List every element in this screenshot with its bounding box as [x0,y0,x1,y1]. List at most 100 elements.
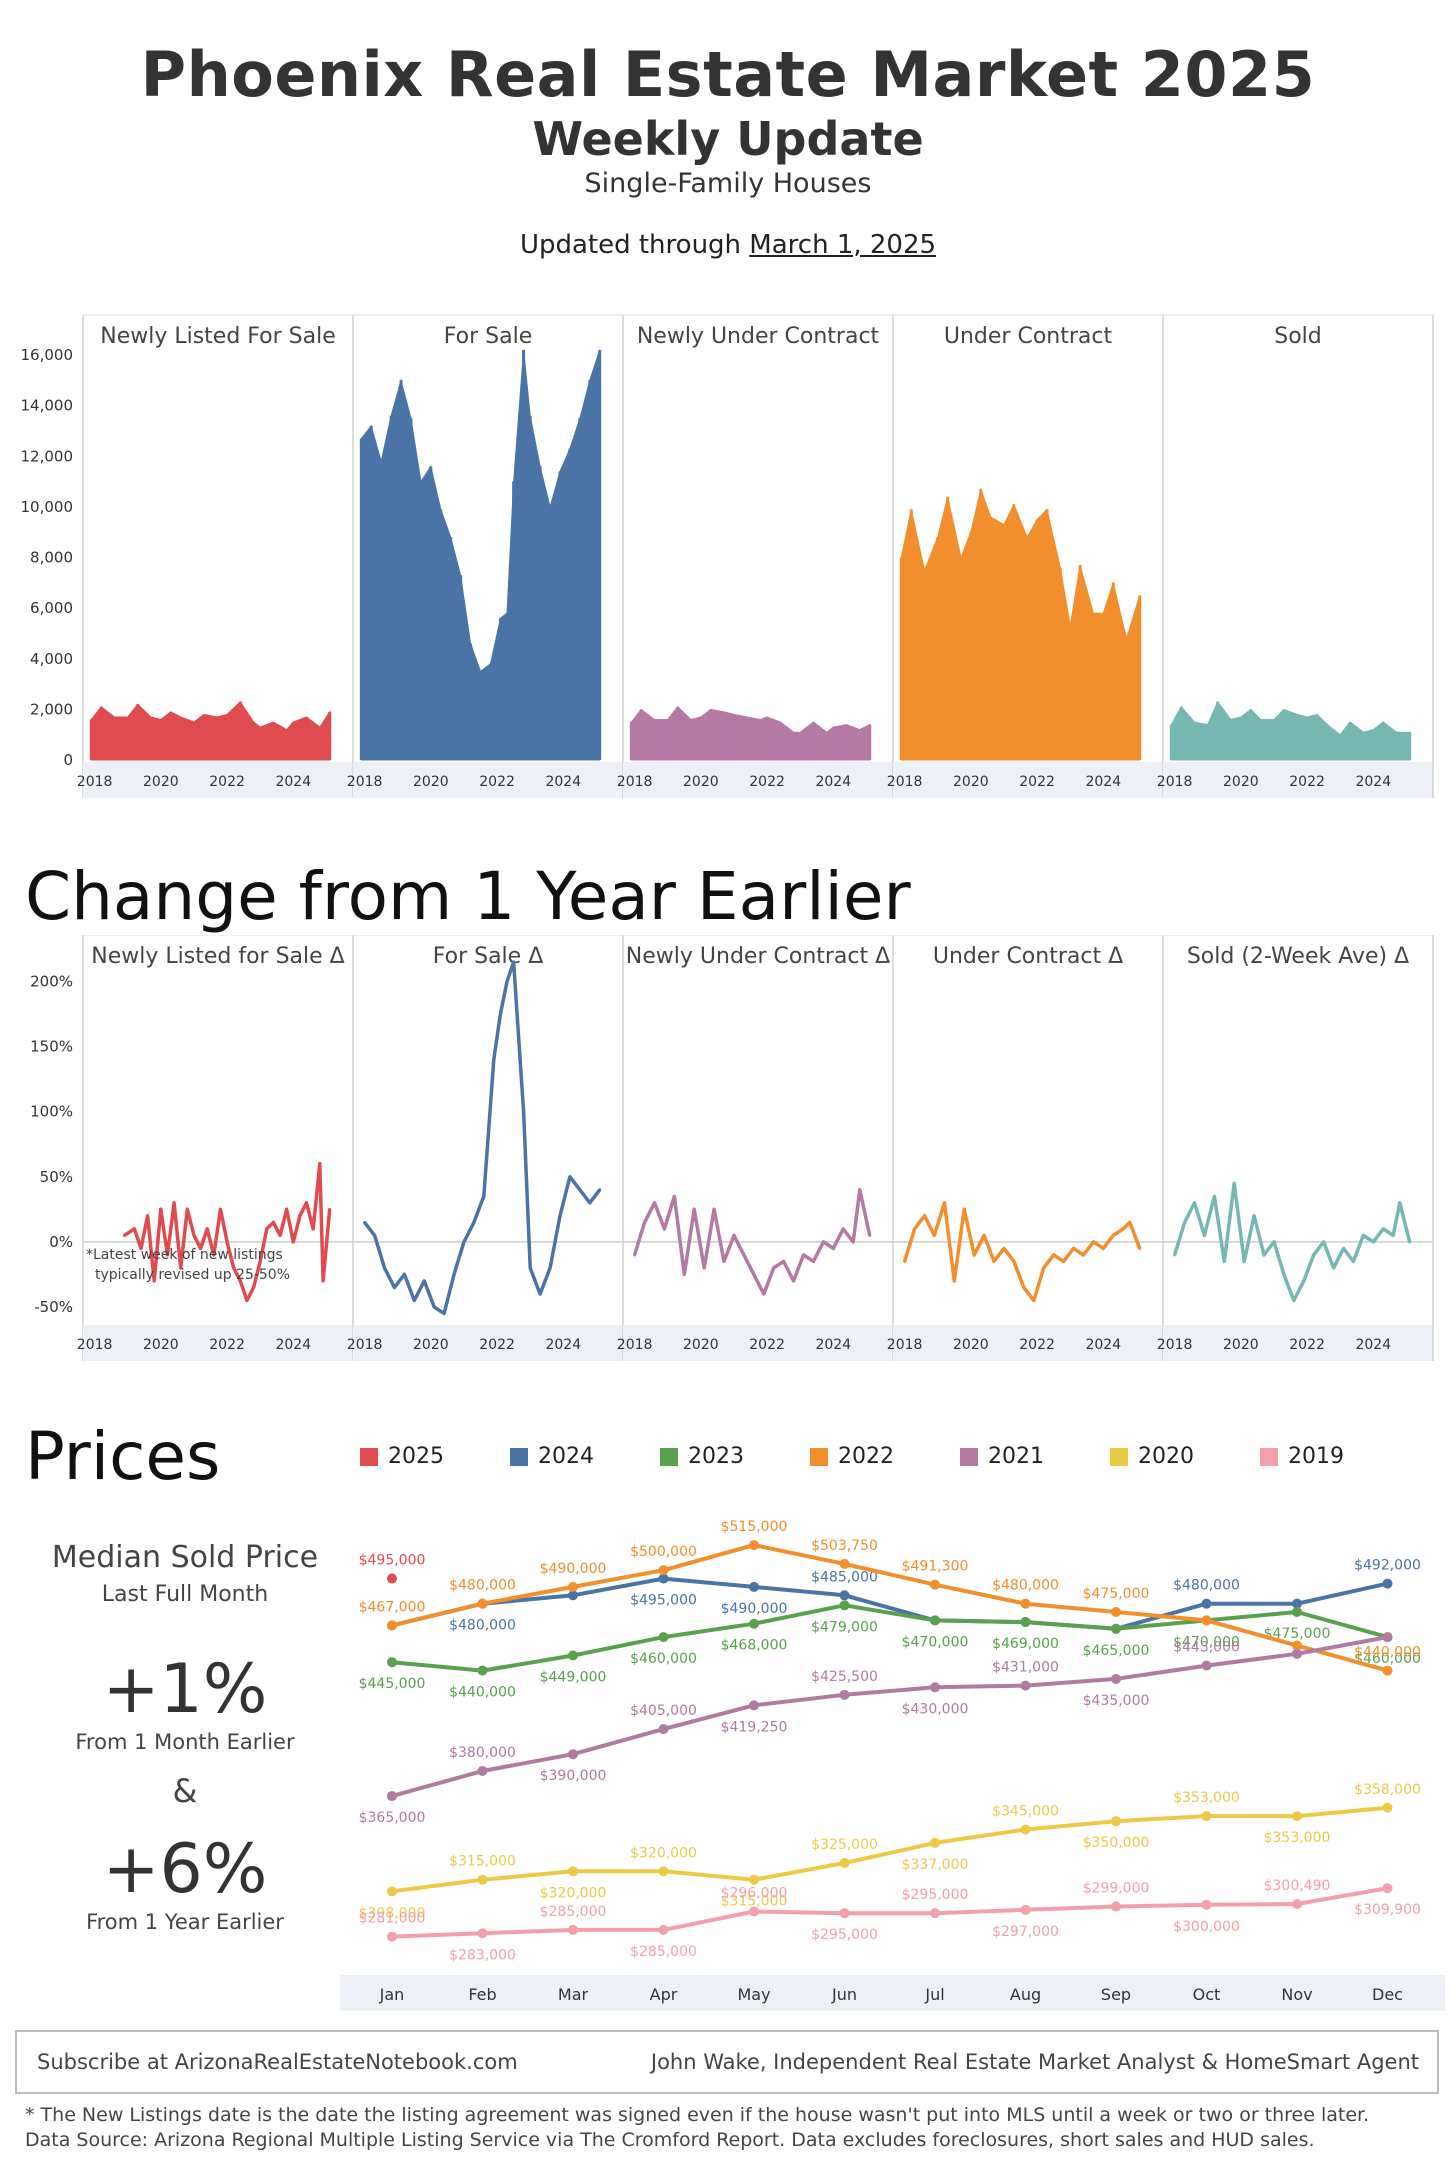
point [1202,1233,1206,1237]
x-tick-label: 2018 [77,774,113,790]
point [578,1188,582,1192]
point [942,1201,946,1205]
bar [179,716,183,760]
price-data-label-2023: $469,000 [992,1636,1059,1652]
point [462,1240,466,1244]
bar [1068,625,1072,760]
line-series-under-contract [902,1201,1142,1303]
price-data-label-2021: $443,000 [1173,1640,1240,1656]
prices-legend: 2025 2024 2023 2022 2021 2020 2019 [360,1444,1450,1478]
x-tick-label: 2020 [683,774,719,790]
point [1081,1253,1085,1257]
bar [1192,722,1196,760]
bar [89,719,93,760]
point [633,1253,637,1257]
bar [1239,716,1243,760]
price-point-2019 [1292,1898,1302,1909]
bar [1058,567,1062,760]
bar [1138,595,1142,760]
bar [732,714,736,760]
price-point-2023 [749,1618,759,1629]
x-tick-label: 2020 [1223,774,1259,790]
price-point-2020 [568,1866,578,1877]
point [811,1259,815,1263]
x-tick-label: 2020 [1223,1337,1259,1353]
price-point-2020 [658,1866,669,1877]
y-tick-label: 16,000 [21,346,74,364]
bar [676,706,680,760]
bar [558,471,562,760]
x-tick-label: 2020 [683,1337,719,1353]
price-point-2019 [568,1924,578,1935]
price-point-2019 [387,1931,397,1942]
price-data-label-2020: $315,000 [449,1854,516,1870]
price-data-label-2021: $390,000 [540,1768,607,1784]
x-tick-label: 2020 [953,1337,989,1353]
bar [126,716,130,760]
price-data-label-2019: $281,000 [359,1911,426,1927]
point [321,1279,325,1283]
bar [498,618,502,760]
price-data-label-2024: $492,000 [1354,1558,1421,1574]
point [522,1110,526,1114]
point [548,1266,552,1270]
legend-item-2020: 2020 [1110,1444,1194,1469]
price-point-2021 [477,1765,488,1776]
point [505,980,509,984]
panel-title-newly-listed-for-sale: Newly Listed for Sale Δ [91,944,344,969]
x-tick-label: 2024 [815,774,851,790]
point [913,1227,917,1231]
point [328,1207,332,1211]
price-data-label-2019: $285,000 [540,1904,607,1920]
page-subtitle-property-type: Single-Family Houses [584,168,872,199]
updated-through: Updated through March 1, 2025 [0,230,1456,260]
price-point-2021 [1201,1660,1212,1671]
point [932,1233,936,1237]
price-data-label-2019: $295,000 [811,1927,878,1943]
legend-swatch [510,1447,528,1466]
point [271,1220,275,1224]
price-data-label-2022: $440,000 [1354,1645,1421,1661]
page-subtitle-weekly: Weekly Update [532,112,924,166]
price-point-2020 [1201,1811,1212,1822]
point [1232,1181,1236,1185]
point [1002,1246,1006,1250]
price-point-2024 [1292,1598,1302,1609]
price-data-label-2019: $300,490 [1264,1878,1331,1894]
point [1173,1253,1177,1257]
price-point-2022 [1111,1607,1121,1618]
price-data-label-2023: $479,000 [811,1619,878,1635]
bar [318,727,322,760]
x-tick-label: 2020 [953,774,989,790]
point [762,1292,766,1296]
point [841,1227,845,1231]
price-data-label-2019: $309,900 [1354,1902,1421,1918]
point [1341,1246,1345,1250]
point [225,1240,229,1244]
x-tick-label-sep: Sep [1101,1985,1131,2004]
bar [99,706,103,760]
legend-swatch [360,1447,378,1466]
x-tick-label: 2024 [545,774,581,790]
price-point-2020 [1292,1811,1302,1822]
price-data-label-2020: $325,000 [811,1837,878,1853]
bar [409,418,413,760]
x-tick-label: 2022 [1019,1337,1055,1353]
point [218,1207,222,1211]
bar [578,418,582,760]
bar [225,714,229,760]
subscribe-link[interactable]: Subscribe at ArizonaRealEstateNotebook.c… [37,2050,518,2074]
point [205,1227,209,1231]
bar [169,711,173,760]
bar [936,537,940,760]
bar [1348,722,1352,760]
legend-item-2024: 2024 [510,1444,594,1469]
legend-item-2022: 2022 [810,1444,894,1469]
bar [745,716,749,760]
price-data-label-2021: $425,500 [811,1669,878,1685]
price-point-2021 [1382,1632,1393,1643]
y-tick-label: -50% [34,1298,73,1316]
footnote-data-source: Data Source: Arizona Regional Multiple L… [25,2129,1315,2151]
point [1111,1233,1115,1237]
point [291,1240,295,1244]
